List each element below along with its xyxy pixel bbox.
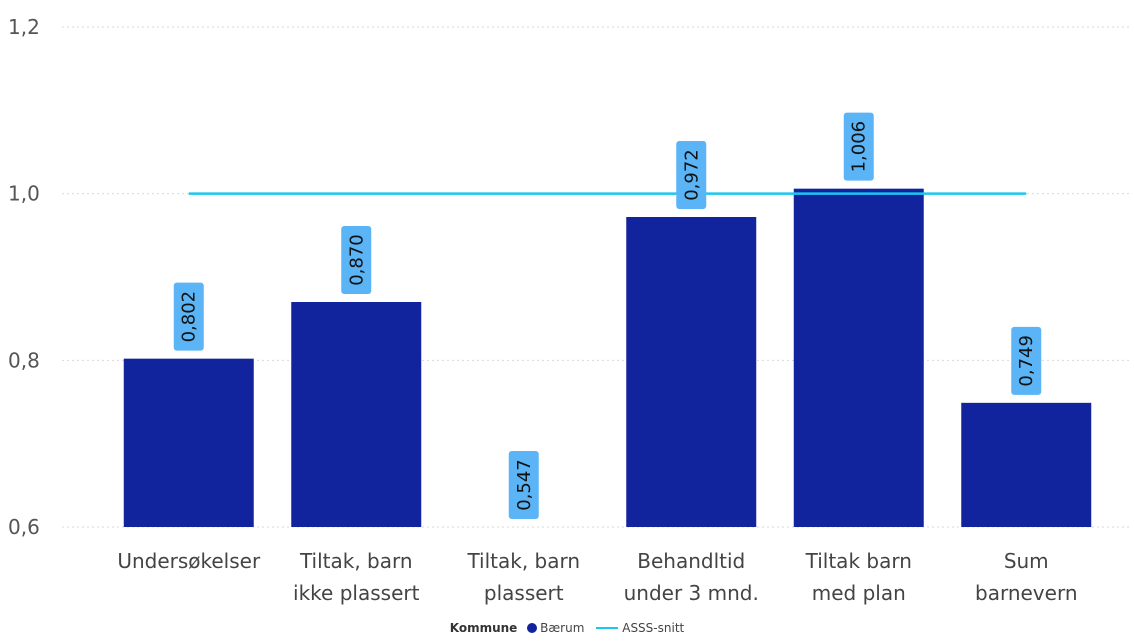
x-axis: Undersøkelser Tiltak, barn ikke plassert Ti… — [117, 549, 1077, 605]
data-label: 0,547 — [514, 459, 535, 511]
data-label-box — [1011, 326, 1042, 395]
data-label-box — [676, 141, 707, 209]
y-tick-label: 0,8 — [8, 348, 40, 372]
data-label: 0,870 — [346, 234, 367, 286]
data-label-box — [843, 112, 874, 181]
legend-title: Kommune — [449, 621, 518, 635]
x-tick-label: Tiltak, barn — [466, 549, 580, 573]
data-label: 0,802 — [179, 291, 200, 343]
bar — [961, 402, 1092, 527]
x-tick-label: Sum — [1004, 549, 1049, 573]
x-tick-label: plassert — [484, 581, 564, 605]
legend-label-baerum: Bærum — [540, 621, 585, 635]
y-tick-label: 1,2 — [8, 15, 40, 39]
x-tick-label: Tiltak barn — [805, 549, 912, 573]
bar — [291, 302, 422, 527]
x-tick-label: Behandltid — [637, 549, 745, 573]
data-labels: 0,802 0,870 0,547 0,972 1,006 0,749 — [173, 112, 1042, 519]
x-tick-label: med plan — [812, 581, 906, 605]
data-label: 0,972 — [681, 149, 702, 201]
bar — [123, 358, 254, 527]
bar — [626, 217, 757, 527]
data-label-box — [341, 226, 372, 294]
data-label-box — [173, 282, 204, 351]
y-tick-label: 1,0 — [8, 182, 40, 206]
legend-swatch-baerum — [527, 623, 538, 633]
x-tick-label: Tiltak, barn — [299, 549, 413, 573]
bars — [123, 188, 1092, 527]
x-tick-label: under 3 mnd. — [624, 581, 759, 605]
bar — [793, 188, 924, 527]
data-label: 1,006 — [849, 121, 870, 173]
legend-swatch-asss-snitt — [596, 627, 619, 629]
x-tick-label: Undersøkelser — [117, 549, 261, 573]
y-axis: 0,6 0,8 1,0 1,2 — [8, 15, 40, 539]
x-tick-label: barnevern — [975, 581, 1078, 605]
y-tick-label: 0,6 — [8, 515, 40, 539]
data-label-box — [508, 451, 539, 519]
legend-label-asss-snitt: ASSS-snitt — [622, 621, 685, 635]
x-tick-label: ikke plassert — [293, 581, 420, 605]
legend: Kommune Bærum ASSS-snitt — [0, 621, 1134, 635]
data-label: 0,749 — [1016, 335, 1037, 387]
